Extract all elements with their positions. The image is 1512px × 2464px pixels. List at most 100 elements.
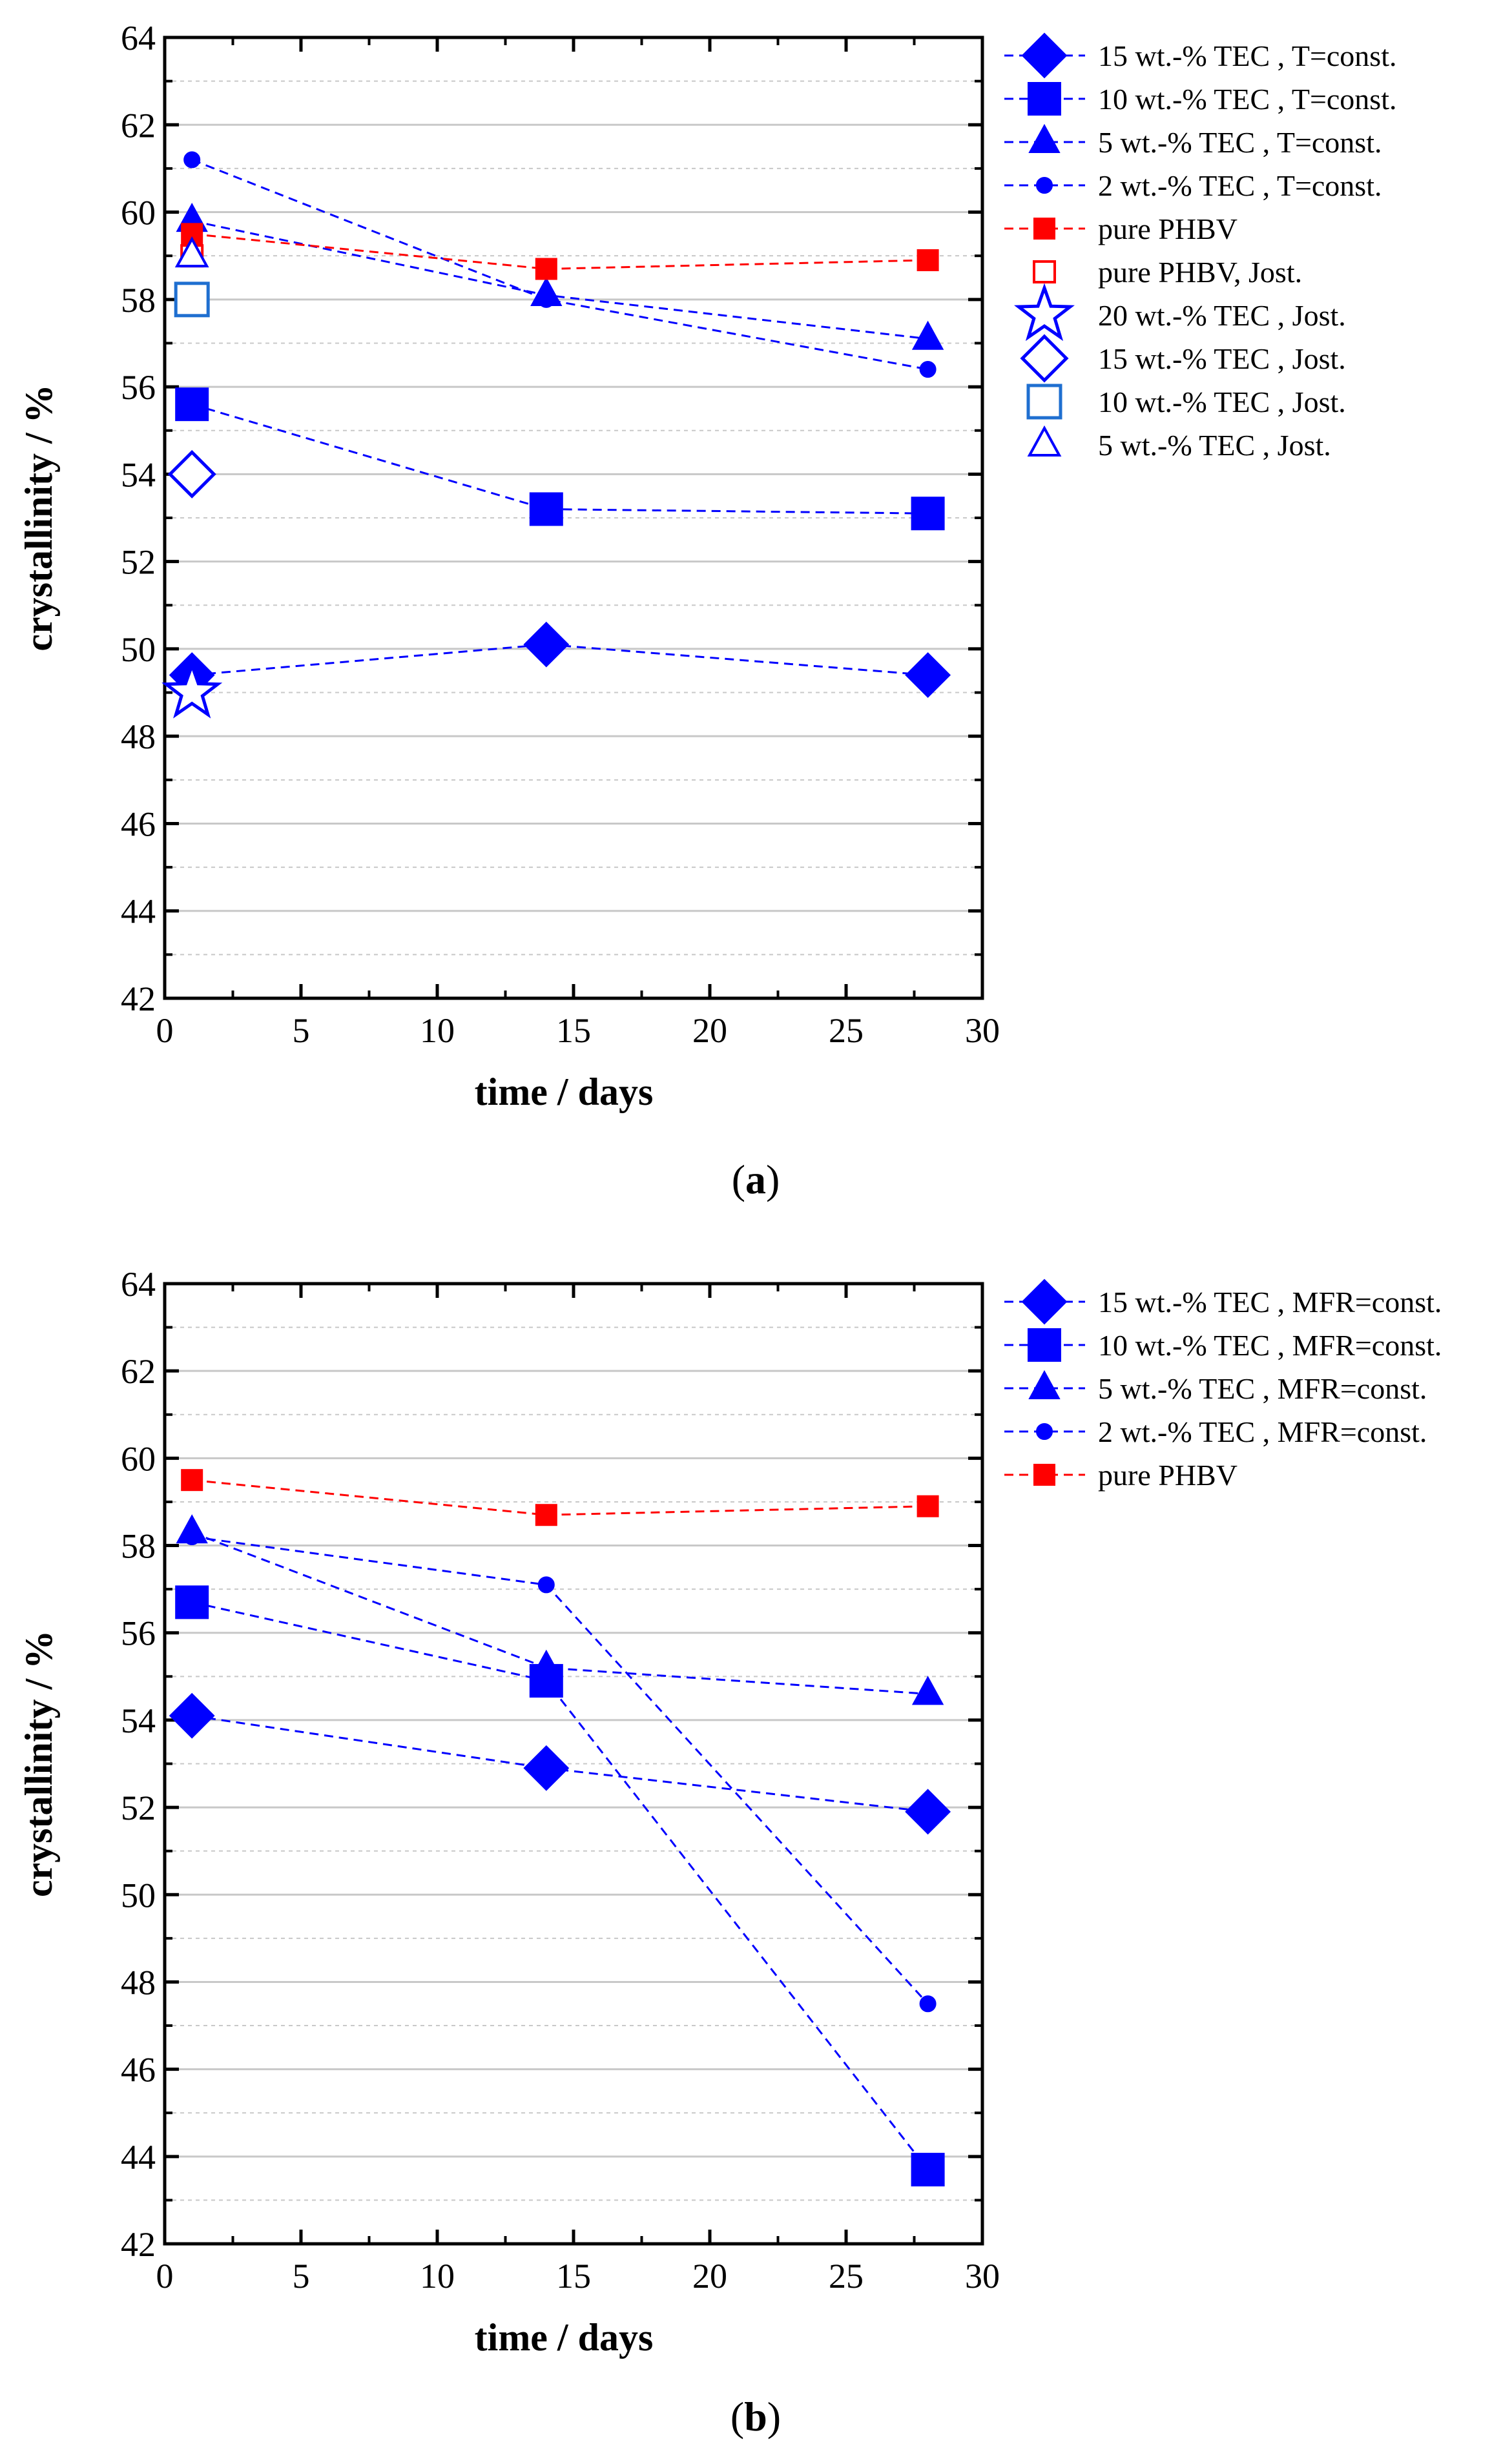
caption-open: (: [730, 2394, 744, 2439]
panel-caption: (a): [732, 1156, 780, 1202]
y-tick-label: 54: [121, 1701, 156, 1740]
legend-entry: 10 wt.-% TEC , MFR=const.: [1004, 1328, 1442, 1362]
x-tick-label: 10: [420, 2257, 455, 2295]
data-point: [917, 1495, 939, 1517]
legend-label: 5 wt.-% TEC , Jost.: [1098, 429, 1331, 462]
caption-letter: a: [745, 1156, 766, 1202]
series-6: [161, 660, 223, 719]
legend-marker: [1033, 218, 1055, 240]
legend-entry: 15 wt.-% TEC , T=const.: [1004, 32, 1397, 79]
y-tick-label: 50: [121, 1876, 156, 1915]
x-tick-label: 15: [556, 1011, 591, 1050]
legend-label: 2 wt.-% TEC , T=const.: [1098, 169, 1382, 202]
y-tick-label: 50: [121, 630, 156, 669]
y-tick-label: 44: [121, 2138, 156, 2177]
y-tick-label: 62: [121, 1352, 156, 1391]
legend-marker: [1028, 82, 1061, 116]
series-4: [181, 223, 939, 280]
legend-entry: pure PHBV: [1004, 212, 1238, 245]
legend-marker: [1033, 260, 1056, 283]
legend-entry: 2 wt.-% TEC , MFR=const.: [1004, 1415, 1427, 1448]
x-tick-label: 10: [420, 1011, 455, 1050]
legend-entry: pure PHBV, Jost.: [1033, 256, 1302, 289]
data-point: [919, 361, 937, 378]
grid: [165, 80, 982, 956]
data-point: [537, 1576, 555, 1594]
data-point: [529, 492, 563, 526]
legend-entry: 10 wt.-% TEC , Jost.: [1026, 384, 1346, 420]
legend-label: 20 wt.-% TEC , Jost.: [1098, 299, 1346, 332]
y-tick-label: 42: [121, 2225, 156, 2264]
grid: [165, 1326, 982, 2201]
series-0: [169, 1692, 951, 1835]
legend-marker: [1028, 1328, 1061, 1362]
legend-entry: 10 wt.-% TEC , T=const.: [1004, 82, 1397, 116]
legend-marker: [1021, 1278, 1068, 1325]
data-point: [911, 1676, 944, 1705]
legend-label: pure PHBV: [1098, 212, 1238, 245]
data-point: [917, 249, 939, 271]
data-point: [174, 282, 210, 318]
y-tick-label: 60: [121, 194, 156, 232]
x-axis-title: time / days: [475, 1071, 654, 1113]
data-point: [911, 320, 944, 350]
data-point: [169, 1692, 215, 1739]
x-tick-label: 5: [293, 1011, 310, 1050]
legend-label: 10 wt.-% TEC , MFR=const.: [1098, 1329, 1442, 1362]
series-3: [183, 1528, 937, 2013]
y-tick-label: 52: [121, 543, 156, 582]
series-line: [191, 403, 928, 515]
data-point: [537, 291, 555, 308]
x-tick-label: 25: [829, 1011, 864, 1050]
y-tick-label: 46: [121, 805, 156, 843]
x-tick-label: 25: [829, 2257, 864, 2295]
series-3: [183, 151, 937, 378]
legend-entry: 20 wt.-% TEC , Jost.: [1014, 283, 1346, 342]
y-tick-label: 54: [121, 455, 156, 494]
legend-label: 5 wt.-% TEC , T=const.: [1098, 126, 1382, 159]
series-line: [192, 643, 928, 676]
legend-label: 5 wt.-% TEC , MFR=const.: [1098, 1372, 1427, 1405]
data-point: [911, 497, 945, 531]
data-point: [167, 449, 216, 498]
data-point: [530, 1649, 563, 1679]
data-point: [535, 258, 557, 280]
legend-entry: 15 wt.-% TEC , MFR=const.: [1004, 1278, 1442, 1325]
y-tick-label: 46: [121, 2051, 156, 2089]
series-1: [175, 387, 945, 531]
panel-caption: (b): [730, 2394, 781, 2439]
y-tick-label: 56: [121, 1614, 156, 1653]
plot-frame: [163, 1282, 984, 2246]
series-2: [176, 202, 944, 350]
y-tick-label: 42: [121, 980, 156, 1018]
x-tick-label: 15: [556, 2257, 591, 2295]
data-point: [183, 1528, 201, 1546]
data-point: [523, 1745, 570, 1791]
legend-marker: [1033, 1464, 1055, 1486]
legend-marker: [1028, 1370, 1061, 1399]
y-axis-title: crystallinity / %: [17, 1630, 60, 1897]
y-tick-label: 60: [121, 1439, 156, 1478]
y-tick-label: 64: [121, 1265, 156, 1304]
data-point: [175, 1585, 209, 1619]
data-point: [523, 621, 570, 668]
x-tick-label: 0: [156, 1011, 174, 1050]
data-point: [905, 1789, 951, 1835]
chart-panel-b: 42 44 46 48 50 52 54 56 58 60 62 64 0 5 10 15 20 25 30 time…: [17, 1265, 1442, 2439]
plot-frame: [163, 36, 984, 1000]
y-tick-label: 62: [121, 106, 156, 145]
legend-entry: 15 wt.-% TEC , Jost.: [1020, 334, 1346, 383]
data-point: [535, 1504, 557, 1526]
legend-label: 10 wt.-% TEC , T=const.: [1098, 83, 1397, 116]
y-tick-label: 44: [121, 892, 156, 931]
series-7: [167, 449, 216, 498]
data-point: [919, 1995, 937, 2013]
y-tick-label: 58: [121, 1527, 156, 1566]
caption-close: ): [766, 1156, 780, 1202]
x-tick-label: 30: [965, 2257, 1000, 2295]
x-tick-label: 20: [692, 1011, 727, 1050]
legend-marker: [1036, 1423, 1053, 1440]
x-axis-title: time / days: [475, 2316, 654, 2359]
legend-label: 2 wt.-% TEC , MFR=const.: [1098, 1415, 1427, 1448]
legend-entry: 5 wt.-% TEC , T=const.: [1004, 123, 1382, 159]
